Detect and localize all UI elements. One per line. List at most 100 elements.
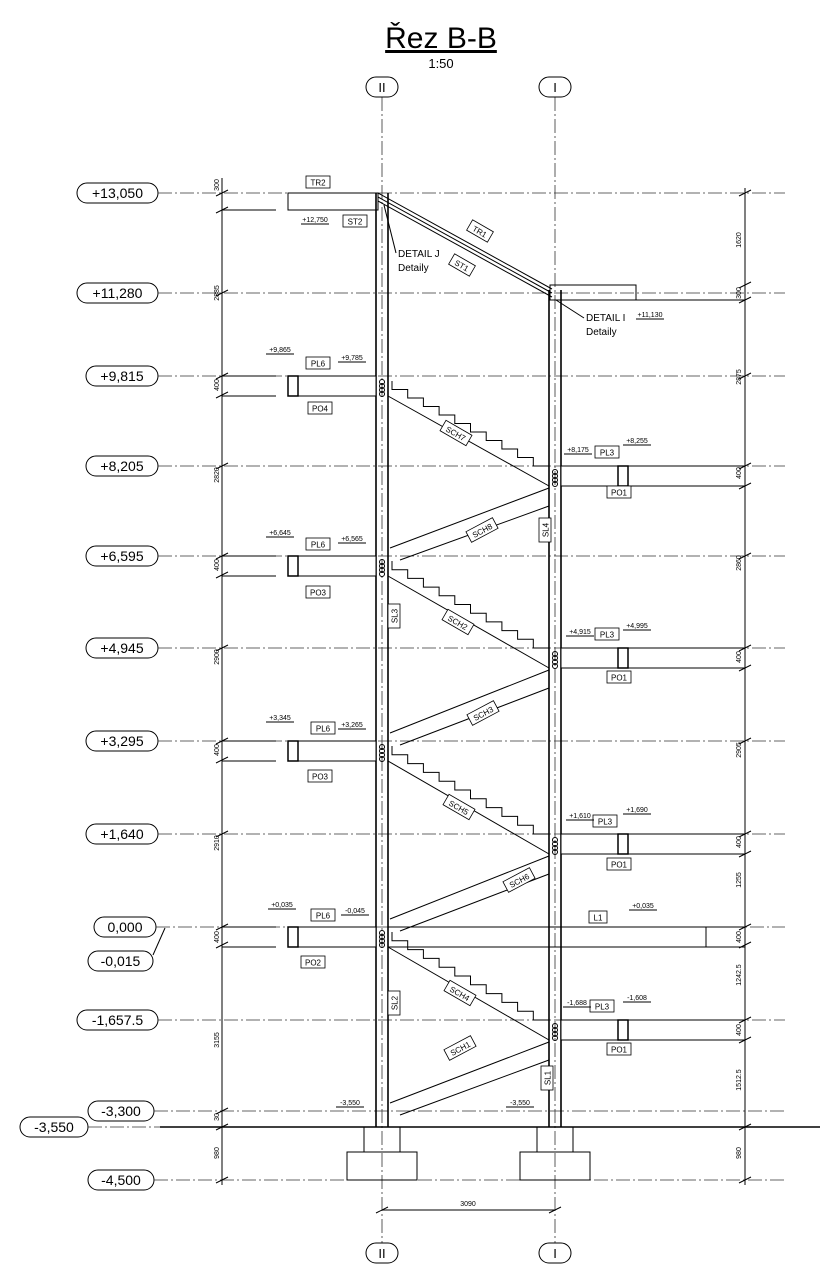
- dimension-left: 2885: [214, 285, 221, 301]
- tag-box: [307, 769, 333, 783]
- anchor-bolt: [379, 744, 385, 750]
- level-label: -1,657.5: [92, 1012, 144, 1028]
- tag-label: PL6: [316, 912, 331, 921]
- tag-label: PL3: [598, 818, 613, 827]
- dimension-right: 1255: [736, 872, 743, 888]
- landing-edge: [287, 926, 299, 948]
- spot-elevation: -0,045: [345, 908, 365, 915]
- element-tag: PL3: [592, 814, 618, 828]
- anchor-bolt: [552, 837, 558, 843]
- tag-box: [448, 253, 476, 277]
- element-tag: PO3: [307, 769, 333, 783]
- spot-elevation: +12,750: [302, 217, 328, 224]
- detail-reference: DETAIL J: [398, 249, 440, 260]
- tag-box: [300, 955, 326, 969]
- dimension-right: 400: [736, 1024, 743, 1036]
- tag-label: PL6: [311, 360, 326, 369]
- level-label: -3,300: [101, 1103, 141, 1119]
- tag-label: PL3: [600, 631, 615, 640]
- anchor-bolt: [552, 1023, 558, 1029]
- element-tag: SCH8: [465, 517, 499, 543]
- dimension-tick: [215, 189, 229, 197]
- stair-flight-edge: [389, 669, 550, 734]
- tag-label: PO3: [312, 773, 329, 782]
- anchor-bolt: [552, 469, 558, 475]
- dimension-right: 1242.5: [736, 964, 743, 986]
- anchor-bolt: [379, 391, 385, 397]
- dimension-right: 400: [736, 931, 743, 943]
- anchor-bolt: [379, 942, 385, 948]
- element-tag: PO1: [606, 857, 632, 871]
- landing-left: [287, 740, 377, 762]
- anchor-bolt: [552, 651, 558, 657]
- roof-flight-TR1: [377, 192, 553, 290]
- element-tag: TR1: [466, 219, 494, 243]
- stair-steps: [391, 561, 549, 649]
- roof-landing-right: [549, 284, 637, 301]
- dimension-left: 980: [214, 1147, 221, 1159]
- level-label: +1,640: [100, 826, 143, 842]
- tag-label: PO1: [611, 489, 628, 498]
- dimension-tick: [738, 281, 752, 289]
- axis-I-bubble: [538, 1242, 572, 1264]
- tag-label: PL3: [595, 1003, 610, 1012]
- spot-elevation: -3,550: [510, 1100, 530, 1107]
- level-marker: [87, 950, 154, 972]
- line: [375, 1206, 389, 1214]
- tag-label: PL3: [600, 449, 615, 458]
- anchor-bolt: [379, 563, 385, 569]
- anchor-bolt: [552, 481, 558, 487]
- anchor-bolt: [379, 934, 385, 940]
- anchor-bolt: [552, 655, 558, 661]
- tag-box: [606, 1042, 632, 1056]
- tag-box: [466, 700, 500, 726]
- dimension-left: 400: [214, 744, 221, 756]
- stair-flight-edge: [399, 1059, 550, 1116]
- element-tag: PL6: [305, 537, 331, 551]
- element-tag: PL3: [594, 445, 620, 459]
- dimension-right: 400: [736, 467, 743, 479]
- element-tag: PL6: [310, 908, 336, 922]
- anchor-bolt: [379, 571, 385, 577]
- tag-box: [540, 1065, 554, 1091]
- dimension-tick: [215, 571, 229, 579]
- tag-label: PL6: [316, 725, 331, 734]
- spot-elevation: +3,345: [269, 715, 291, 722]
- anchor-bolt: [552, 663, 558, 669]
- spot-elevation: +6,645: [269, 530, 291, 537]
- tag-box: [443, 979, 477, 1007]
- tag-label: PO1: [611, 861, 628, 870]
- tag-label: PO4: [312, 405, 329, 414]
- element-tag: PO1: [606, 485, 632, 499]
- dimension-left: 400: [214, 931, 221, 943]
- drawing-title: Řez B-B: [385, 22, 497, 55]
- stair-flight-edge: [389, 487, 550, 549]
- tag-box: [387, 603, 401, 629]
- dimension-tick: [215, 830, 229, 838]
- tag-label: SL1: [544, 1070, 553, 1085]
- anchor-bolt: [552, 473, 558, 479]
- tag-box: [594, 627, 620, 641]
- dimension-left: 400: [214, 379, 221, 391]
- element-tag: SCH7: [439, 419, 473, 447]
- dimension-tick: [215, 644, 229, 652]
- dimension-tick: [215, 391, 229, 399]
- axis-II-label: II: [378, 80, 385, 95]
- level-label: 0,000: [107, 919, 142, 935]
- element-tag: PO1: [606, 1042, 632, 1056]
- anchor-bolt: [379, 387, 385, 393]
- spot-elevation: +1,690: [626, 807, 648, 814]
- element-tag: SCH4: [443, 979, 477, 1007]
- level-label: -3,550: [34, 1119, 74, 1135]
- tag-label: SL2: [391, 995, 400, 1010]
- spot-elevation: +8,175: [567, 447, 589, 454]
- roof-flight-TR1: [377, 200, 553, 298]
- spot-elevation: -1,608: [627, 995, 647, 1002]
- dimension-left: 30: [214, 1113, 221, 1121]
- anchor-bolt: [379, 559, 385, 565]
- detail-reference: DETAIL I: [586, 313, 625, 324]
- element-tag: PL6: [310, 721, 336, 735]
- dimension-tick: [738, 189, 752, 197]
- anchor-bolt: [379, 383, 385, 389]
- tag-box: [606, 670, 632, 684]
